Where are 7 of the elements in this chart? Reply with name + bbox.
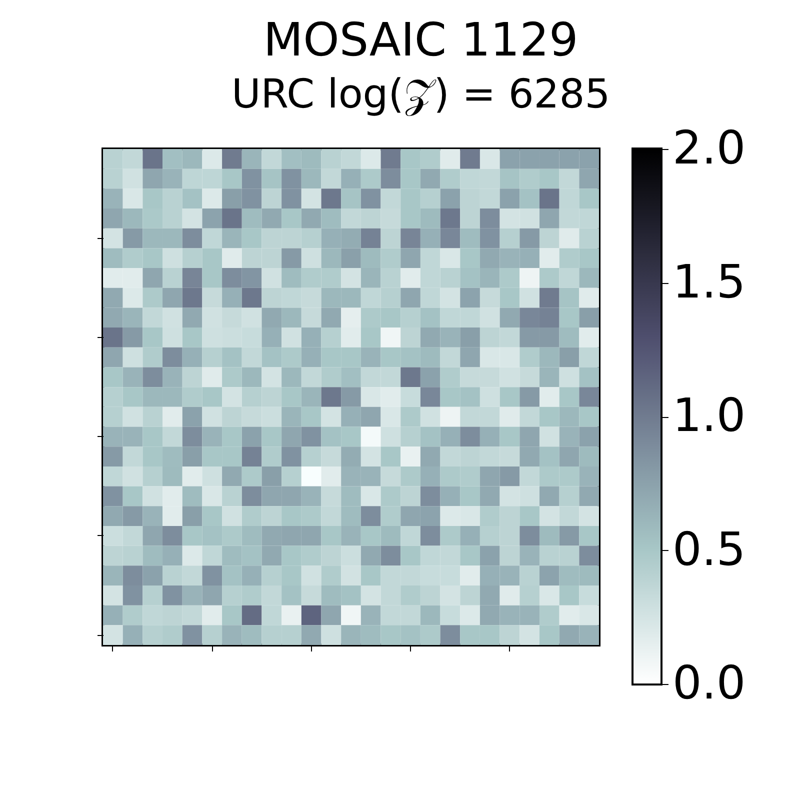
color-bar-label: 1.0 xyxy=(672,388,746,442)
color-bar-label: 2.0 xyxy=(672,120,746,174)
chart-subtitle: URC log(𝒵) = 6285 xyxy=(232,72,610,118)
color-bar-label: 1.5 xyxy=(672,254,746,308)
color-bar-label: 0.5 xyxy=(672,522,746,576)
color-bar-label: 0.0 xyxy=(672,656,746,710)
chart-title: MOSAIC 1129 xyxy=(263,12,578,66)
